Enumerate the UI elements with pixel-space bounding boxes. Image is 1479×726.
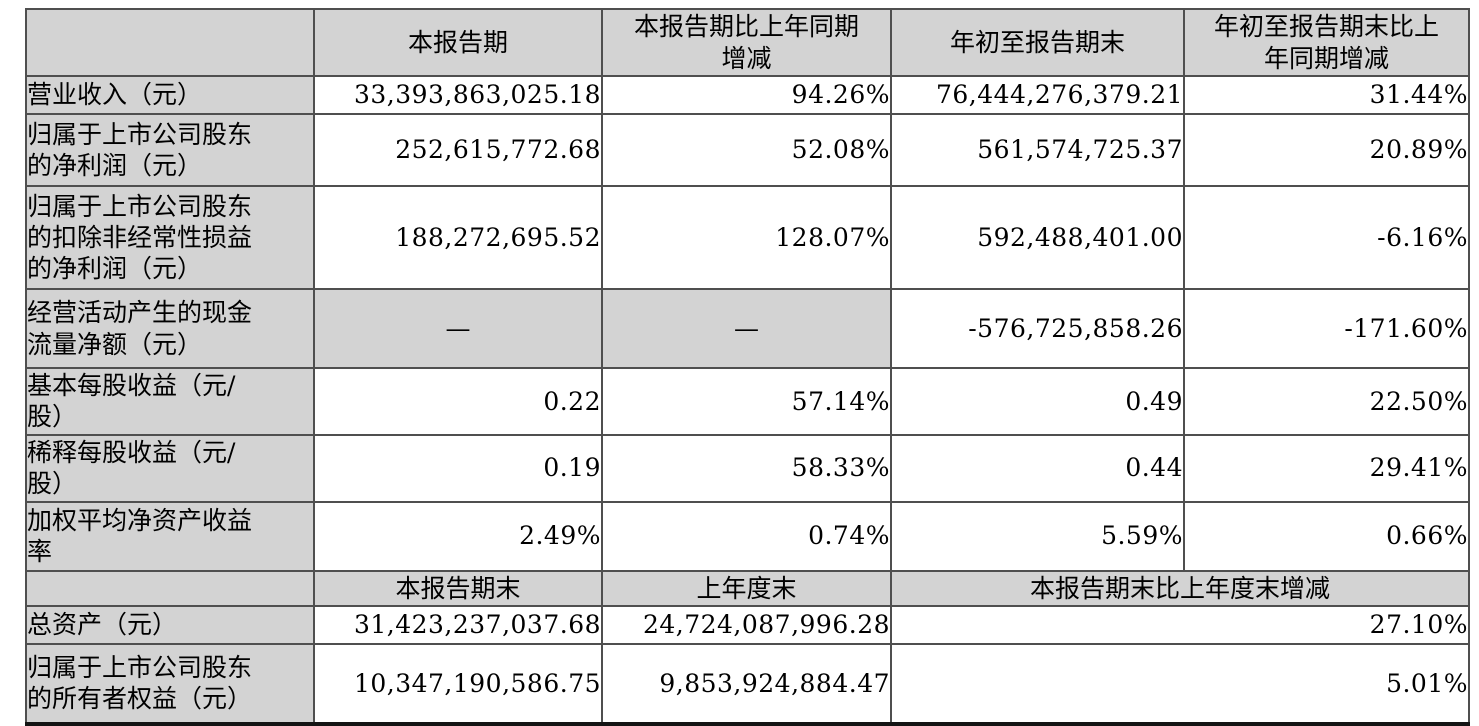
value-cell-ytd: 5.59% [890, 500, 1185, 572]
table-header-row-period: 本报告期 本报告期比上年同期 增减 年初至报告期末 年初至报告期末比上 年同期增… [25, 8, 1470, 77]
value-cell-current-yoy: 57.14% [601, 367, 892, 436]
table-header-row-period-end: 本报告期末 上年度末 本报告期末比上年度末增减 [25, 569, 1470, 607]
header-ytd: 年初至报告期末 [890, 8, 1185, 77]
value-cell-current: 33,393,863,025.18 [313, 75, 603, 115]
value-cell-current: 0.19 [313, 433, 603, 503]
value-cell-change: 27.10% [890, 604, 1470, 645]
value-cell-ytd-yoy: 29.41% [1183, 433, 1470, 503]
value-cell-current: 0.22 [313, 367, 603, 436]
value-cell-ytd: 561,574,725.37 [890, 113, 1185, 187]
table-row-equity-attributable: 归属于上市公司股东 的所有者权益（元） 10,347,190,586.75 9,… [25, 642, 1470, 725]
label-cell: 归属于上市公司股东 的净利润（元） [25, 113, 315, 187]
header-corner-cell [25, 8, 315, 77]
value-cell-ytd: 592,488,401.00 [890, 185, 1185, 290]
value-cell-prev-year-end: 9,853,924,884.47 [601, 642, 892, 725]
value-cell-ytd: 0.44 [890, 433, 1185, 503]
label-cell: 归属于上市公司股东 的扣除非经常性损益 的净利润（元） [25, 185, 315, 290]
dash-cell-current-yoy: — [601, 288, 892, 369]
label-cell: 归属于上市公司股东 的所有者权益（元） [25, 642, 315, 725]
value-cell-prev-year-end: 24,724,087,996.28 [601, 604, 892, 645]
value-cell-current-yoy: 52.08% [601, 113, 892, 187]
value-cell-ytd: -576,725,858.26 [890, 288, 1185, 369]
label-cell: 总资产（元） [25, 604, 315, 645]
value-cell-change: 5.01% [890, 642, 1470, 725]
header-current-period-yoy: 本报告期比上年同期 增减 [601, 8, 892, 77]
value-cell-ytd: 76,444,276,379.21 [890, 75, 1185, 115]
value-cell-ytd-yoy: 31.44% [1183, 75, 1470, 115]
value-cell-ytd-yoy: 0.66% [1183, 500, 1470, 572]
header-prev-year-end: 上年度末 [601, 569, 892, 607]
table-row-operating-cash-flow: 经营活动产生的现金 流量净额（元） — — -576,725,858.26 -1… [25, 288, 1470, 369]
header-period-end-change: 本报告期末比上年度末增减 [890, 569, 1470, 607]
value-cell-ytd-yoy: 20.89% [1183, 113, 1470, 187]
table-row-net-profit: 归属于上市公司股东 的净利润（元） 252,615,772.68 52.08% … [25, 113, 1470, 187]
value-cell-current: 2.49% [313, 500, 603, 572]
table-row-net-profit-excl-nonrecurring: 归属于上市公司股东 的扣除非经常性损益 的净利润（元） 188,272,695.… [25, 185, 1470, 290]
financial-summary: 本报告期 本报告期比上年同期 增减 年初至报告期末 年初至报告期末比上 年同期增… [25, 8, 1470, 726]
label-cell: 基本每股收益（元/ 股） [25, 367, 315, 436]
value-cell-current-yoy: 128.07% [601, 185, 892, 290]
table-row-basic-eps: 基本每股收益（元/ 股） 0.22 57.14% 0.49 22.50% [25, 367, 1470, 436]
value-cell-current-yoy: 94.26% [601, 75, 892, 115]
header-period-end: 本报告期末 [313, 569, 603, 607]
table-row-operating-revenue: 营业收入（元） 33,393,863,025.18 94.26% 76,444,… [25, 75, 1470, 115]
value-cell-ytd-yoy: -171.60% [1183, 288, 1470, 369]
value-cell-ytd-yoy: -6.16% [1183, 185, 1470, 290]
value-cell-current: 252,615,772.68 [313, 113, 603, 187]
value-cell-period-end: 31,423,237,037.68 [313, 604, 603, 645]
label-cell: 营业收入（元） [25, 75, 315, 115]
table-row-diluted-eps: 稀释每股收益（元/ 股） 0.19 58.33% 0.44 29.41% [25, 433, 1470, 503]
label-cell: 稀释每股收益（元/ 股） [25, 433, 315, 503]
table-row-weighted-avg-roe: 加权平均净资产收益 率 2.49% 0.74% 5.59% 0.66% [25, 500, 1470, 572]
label-cell: 加权平均净资产收益 率 [25, 500, 315, 572]
value-cell-current-yoy: 58.33% [601, 433, 892, 503]
table-row-total-assets: 总资产（元） 31,423,237,037.68 24,724,087,996.… [25, 604, 1470, 645]
value-cell-period-end: 10,347,190,586.75 [313, 642, 603, 725]
financial-summary-table: 本报告期 本报告期比上年同期 增减 年初至报告期末 年初至报告期末比上 年同期增… [25, 8, 1470, 726]
value-cell-current: 188,272,695.52 [313, 185, 603, 290]
header-corner-cell-2 [25, 569, 315, 607]
label-cell: 经营活动产生的现金 流量净额（元） [25, 288, 315, 369]
value-cell-ytd-yoy: 22.50% [1183, 367, 1470, 436]
value-cell-current-yoy: 0.74% [601, 500, 892, 572]
header-current-period: 本报告期 [313, 8, 603, 77]
value-cell-ytd: 0.49 [890, 367, 1185, 436]
header-ytd-yoy: 年初至报告期末比上 年同期增减 [1183, 8, 1470, 77]
dash-cell-current: — [313, 288, 603, 369]
